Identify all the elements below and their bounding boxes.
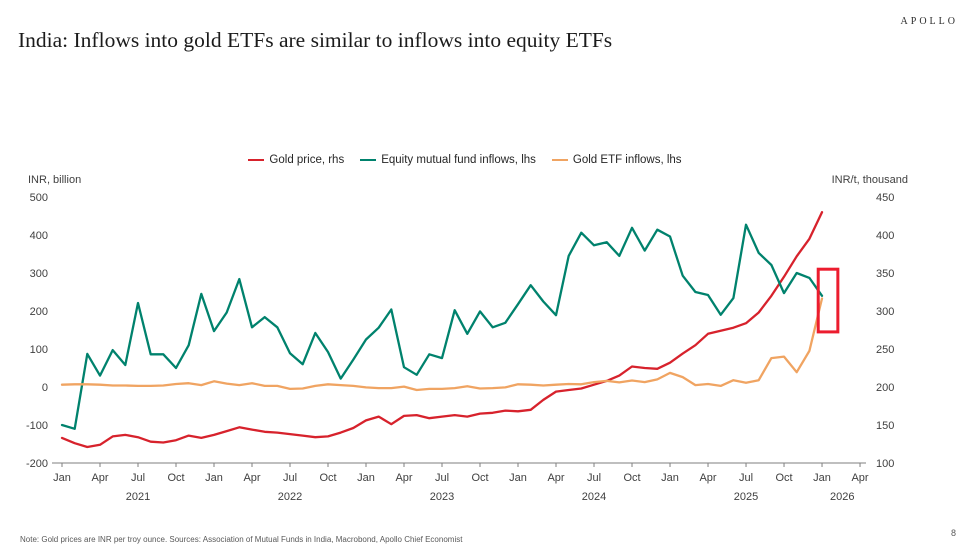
left-tick-label: 300 (30, 268, 48, 280)
x-tick-label: Oct (623, 472, 640, 484)
right-tick-label: 150 (876, 420, 894, 432)
x-tick-label: Apr (243, 472, 260, 484)
legend-label: Gold ETF inflows, lhs (572, 154, 682, 166)
chart-legend: Gold price, rhs Equity mutual fund inflow… (0, 154, 930, 166)
x-tick-label: Oct (167, 472, 184, 484)
left-tick-label: 0 (42, 382, 48, 394)
page-number: 8 (950, 528, 956, 538)
x-tick-label: Jul (587, 472, 601, 484)
x-year-label: 2025 (734, 491, 758, 503)
left-tick-label: 200 (30, 306, 48, 318)
x-tick-label: Jul (283, 472, 297, 484)
x-tick-label: Jan (813, 472, 831, 484)
x-tick-label: Oct (775, 472, 792, 484)
right-tick-label: 100 (876, 458, 894, 470)
x-tick-label: Apr (851, 472, 868, 484)
x-year-label: 2026 (830, 491, 854, 503)
legend-dash-icon (551, 159, 568, 161)
highlight-box (816, 267, 840, 334)
x-tick-label: Jan (205, 472, 223, 484)
legend-item-equity-mutual-fund-inflows: Equity mutual fund inflows, lhs (360, 154, 536, 166)
right-tick-label: 450 (876, 192, 894, 204)
left-tick-label: -100 (26, 420, 48, 432)
x-tick-label: Jul (739, 472, 753, 484)
legend-dash-icon (360, 159, 377, 161)
x-tick-label: Jan (357, 472, 375, 484)
left-tick-label: 100 (30, 344, 48, 356)
x-year-label: 2024 (582, 491, 606, 503)
right-tick-label: 200 (876, 382, 894, 394)
x-tick-label: Oct (471, 472, 488, 484)
legend-item-gold-etf-inflows: Gold ETF inflows, lhs (551, 154, 682, 166)
left-tick-label: 400 (30, 230, 48, 242)
x-tick-label: Jan (53, 472, 71, 484)
legend-label: Equity mutual fund inflows, lhs (381, 154, 536, 166)
x-year-label: 2022 (278, 491, 302, 503)
x-tick-label: Jul (435, 472, 449, 484)
x-year-label: 2023 (430, 491, 454, 503)
gold-etf-inflows-line (60, 297, 824, 392)
legend-dash-icon (248, 159, 265, 161)
x-tick-label: Apr (699, 472, 716, 484)
equity-mutual-fund-inflows-line (60, 223, 824, 430)
gold-price-line (60, 211, 824, 449)
right-tick-label: 350 (876, 268, 894, 280)
right-axis-title: INR/t, thousand (832, 174, 908, 186)
legend-item-gold-price: Gold price, rhs (248, 154, 344, 166)
x-tick-label: Apr (91, 472, 108, 484)
legend-label: Gold price, rhs (269, 154, 345, 166)
x-tick-label: Apr (395, 472, 412, 484)
x-tick-label: Jul (131, 472, 145, 484)
x-year-label: 2021 (126, 491, 150, 503)
page-title: India: Inflows into gold ETFs are simila… (18, 28, 613, 52)
x-tick-label: Apr (547, 472, 564, 484)
left-axis-title: INR, billion (28, 174, 81, 186)
apollo-logo: APOLLO (900, 16, 958, 27)
x-tick-label: Jan (509, 472, 527, 484)
right-tick-label: 400 (876, 230, 894, 242)
x-tick-label: Jan (661, 472, 679, 484)
left-tick-label: 500 (30, 192, 48, 204)
right-tick-label: 300 (876, 306, 894, 318)
footnote: Note: Gold prices are INR per troy ounce… (20, 535, 463, 544)
left-tick-label: -200 (26, 458, 48, 470)
x-tick-label: Oct (319, 472, 336, 484)
right-tick-label: 250 (876, 344, 894, 356)
